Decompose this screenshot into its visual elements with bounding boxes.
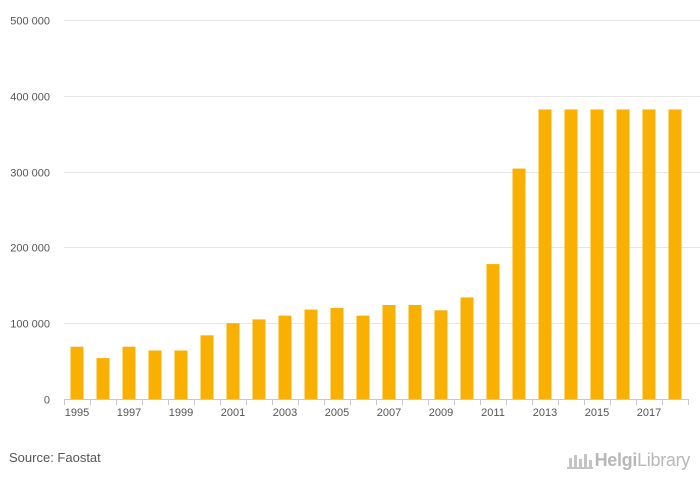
- y-tick-label: 0: [44, 395, 50, 407]
- y-tick-label: 200 000: [10, 243, 50, 255]
- bar-2008: [409, 305, 422, 399]
- x-tick-label: 2003: [273, 407, 297, 419]
- bar-2009: [435, 310, 448, 399]
- x-tick-label: 2007: [377, 407, 401, 419]
- bar-2000: [201, 335, 214, 399]
- bar-2017: [643, 109, 656, 399]
- bar-2006: [357, 316, 370, 399]
- bar-1998: [149, 350, 162, 399]
- bar-2005: [331, 308, 344, 399]
- bar-1997: [123, 347, 136, 399]
- bar-2002: [253, 319, 266, 399]
- building-logo-icon: [565, 450, 595, 470]
- bar-1995: [71, 347, 84, 399]
- bar-2016: [617, 109, 630, 399]
- x-tick-label: 2017: [637, 407, 661, 419]
- gridlines: [64, 21, 700, 324]
- y-tick-label: 500 000: [10, 16, 50, 28]
- bar-2012: [513, 169, 526, 399]
- y-axis-tick-labels: 0 100 000 200 000 300 000 400 000 500 000: [10, 16, 50, 407]
- x-tick-label: 2013: [533, 407, 557, 419]
- x-tick-label: 2001: [221, 407, 245, 419]
- bar-1999: [175, 350, 188, 399]
- y-tick-label: 400 000: [10, 92, 50, 104]
- logo-helgi-text: Helgi: [595, 450, 638, 471]
- x-tick-label: 1995: [65, 407, 89, 419]
- x-tick-label: 2015: [585, 407, 609, 419]
- bar-1996: [97, 358, 110, 399]
- bar-2007: [383, 305, 396, 399]
- logo-library-text: Library: [637, 450, 690, 471]
- y-tick-label: 300 000: [10, 168, 50, 180]
- bar-2004: [305, 310, 318, 399]
- x-tick-label: 1999: [169, 407, 193, 419]
- x-tick-label: 2011: [481, 407, 505, 419]
- helgi-library-logo: Helgi Library: [565, 449, 690, 471]
- x-tick-label: 2005: [325, 407, 349, 419]
- x-tick-label: 1997: [117, 407, 141, 419]
- bar-2014: [565, 109, 578, 399]
- bar-2011: [487, 264, 500, 399]
- bar-2015: [591, 109, 604, 399]
- source-note: Source: Faostat: [9, 450, 101, 465]
- x-tick-label: 2009: [429, 407, 453, 419]
- bar-chart: 0 100 000 200 000 300 000 400 000 500 000 199…: [0, 0, 700, 440]
- bar-2001: [227, 323, 240, 399]
- x-axis: 1995 1997 1999 2001 2003 2005 2007 2009 2011 2013…: [64, 399, 689, 419]
- bars: [71, 109, 682, 399]
- bar-2010: [461, 297, 474, 399]
- bar-2018: [669, 109, 682, 399]
- y-tick-label: 100 000: [10, 319, 50, 331]
- bar-2013: [539, 109, 552, 399]
- bar-2003: [279, 316, 292, 399]
